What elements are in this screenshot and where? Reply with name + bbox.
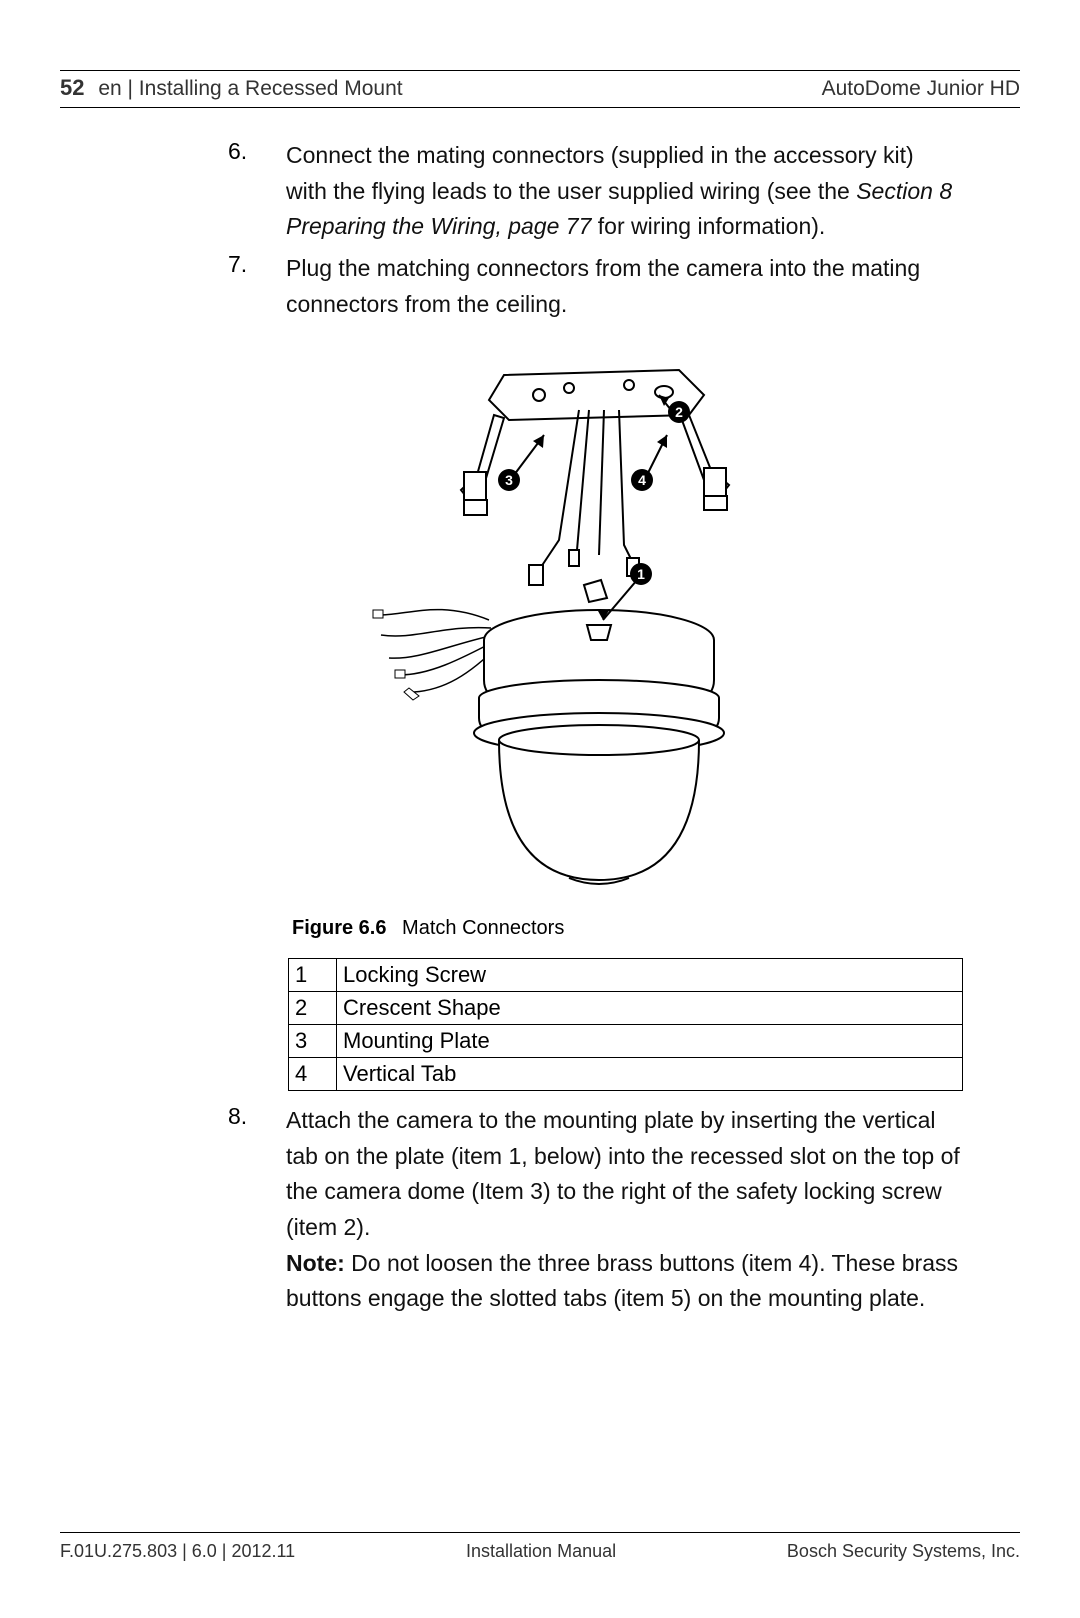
page-footer: F.01U.275.803 | 6.0 | 2012.11 Installati…: [60, 1532, 1020, 1562]
table-cell-label: Crescent Shape: [337, 992, 963, 1025]
table-row: 4 Vertical Tab: [289, 1058, 963, 1091]
table-row: 1 Locking Screw: [289, 959, 963, 992]
figure-container: 1 2 3 4: [208, 340, 960, 905]
table-cell-num: 2: [289, 992, 337, 1025]
callout-1: 1: [637, 566, 645, 582]
table-cell-label: Locking Screw: [337, 959, 963, 992]
table-row: 3 Mounting Plate: [289, 1025, 963, 1058]
table-cell-label: Mounting Plate: [337, 1025, 963, 1058]
figure-label: Figure 6.6: [292, 917, 386, 939]
text: Plug the matching connectors from the ca…: [286, 255, 920, 317]
note-body: Do not loosen the three brass buttons (i…: [286, 1250, 958, 1312]
footer-center: Installation Manual: [466, 1541, 616, 1562]
note-label: Note:: [286, 1250, 345, 1276]
figure-diagram: 1 2 3 4: [369, 340, 799, 900]
list-item-8: 8. Attach the camera to the mounting pla…: [228, 1103, 960, 1317]
figure-caption: Figure 6.6 Match Connectors: [292, 917, 960, 940]
callout-3: 3: [505, 472, 513, 488]
list-number: 7.: [228, 251, 286, 322]
figure-title: Match Connectors: [402, 917, 564, 939]
text: Attach the camera to the mounting plate …: [286, 1107, 960, 1240]
table-cell-num: 3: [289, 1025, 337, 1058]
header-section: en | Installing a Recessed Mount: [98, 77, 402, 100]
footer-left: F.01U.275.803 | 6.0 | 2012.11: [60, 1541, 295, 1562]
callout-4: 4: [638, 472, 646, 488]
list-body: Attach the camera to the mounting plate …: [286, 1103, 960, 1317]
table-row: 2 Crescent Shape: [289, 992, 963, 1025]
header-product: AutoDome Junior HD: [822, 77, 1020, 101]
header-left: 52 en | Installing a Recessed Mount: [60, 75, 403, 101]
list-item-6: 6. Connect the mating connectors (suppli…: [228, 138, 960, 245]
footer-right: Bosch Security Systems, Inc.: [787, 1541, 1020, 1562]
page-header: 52 en | Installing a Recessed Mount Auto…: [60, 75, 1020, 108]
list-body: Connect the mating connectors (supplied …: [286, 138, 960, 245]
table-cell-label: Vertical Tab: [337, 1058, 963, 1091]
table-cell-num: 4: [289, 1058, 337, 1091]
list-body: Plug the matching connectors from the ca…: [286, 251, 960, 322]
callout-2: 2: [675, 404, 683, 420]
page-content: 6. Connect the mating connectors (suppli…: [60, 108, 1020, 1317]
text: for wiring information).: [591, 213, 825, 239]
page-number: 52: [60, 75, 84, 100]
list-item-7: 7. Plug the matching connectors from the…: [228, 251, 960, 322]
list-number: 6.: [228, 138, 286, 245]
text: Connect the mating connectors (supplied …: [286, 142, 914, 204]
reference-table: 1 Locking Screw 2 Crescent Shape 3 Mount…: [288, 958, 963, 1091]
list-number: 8.: [228, 1103, 286, 1317]
table-cell-num: 1: [289, 959, 337, 992]
